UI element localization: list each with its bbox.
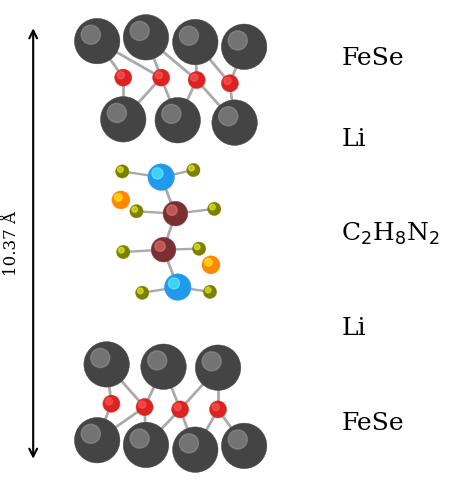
Circle shape <box>155 97 201 143</box>
Circle shape <box>163 201 188 226</box>
Text: Li: Li <box>341 318 366 340</box>
Circle shape <box>221 75 238 92</box>
Circle shape <box>210 401 227 418</box>
Circle shape <box>84 341 129 387</box>
Circle shape <box>205 259 212 266</box>
Text: C$_2$H$_8$N$_2$: C$_2$H$_8$N$_2$ <box>341 221 440 247</box>
Circle shape <box>205 287 211 293</box>
Circle shape <box>208 202 221 216</box>
Circle shape <box>153 69 170 86</box>
Circle shape <box>228 430 247 449</box>
Circle shape <box>107 103 127 123</box>
Circle shape <box>130 205 143 218</box>
Circle shape <box>123 422 169 468</box>
Text: Li: Li <box>341 128 366 150</box>
Circle shape <box>155 241 165 251</box>
Circle shape <box>224 77 231 84</box>
Circle shape <box>141 344 186 390</box>
Circle shape <box>167 205 177 215</box>
Circle shape <box>172 401 189 418</box>
Circle shape <box>210 204 215 210</box>
Circle shape <box>168 278 180 289</box>
Circle shape <box>132 206 137 212</box>
Circle shape <box>81 25 100 44</box>
Circle shape <box>203 285 217 299</box>
Circle shape <box>116 165 129 178</box>
Circle shape <box>173 427 218 472</box>
Circle shape <box>112 191 130 209</box>
Circle shape <box>117 245 130 259</box>
Circle shape <box>228 31 247 50</box>
Circle shape <box>136 286 149 300</box>
Circle shape <box>221 24 267 70</box>
Circle shape <box>212 403 219 411</box>
Text: 10.37 Å: 10.37 Å <box>3 211 20 276</box>
Circle shape <box>100 96 146 142</box>
Circle shape <box>151 237 176 262</box>
Circle shape <box>105 398 113 405</box>
Text: FeSe: FeSe <box>341 412 404 435</box>
Circle shape <box>219 107 238 126</box>
Circle shape <box>174 403 182 411</box>
Circle shape <box>192 242 206 255</box>
Circle shape <box>173 19 218 65</box>
Circle shape <box>164 274 191 300</box>
Circle shape <box>137 288 143 294</box>
Circle shape <box>155 72 163 79</box>
Circle shape <box>152 168 163 179</box>
Circle shape <box>103 395 120 412</box>
Circle shape <box>221 423 267 468</box>
Circle shape <box>188 72 205 89</box>
Circle shape <box>148 164 174 190</box>
Circle shape <box>130 21 149 40</box>
Circle shape <box>179 434 199 453</box>
Circle shape <box>130 429 149 448</box>
Circle shape <box>202 352 221 371</box>
Circle shape <box>118 167 123 172</box>
Text: FeSe: FeSe <box>341 47 404 70</box>
Circle shape <box>179 26 199 45</box>
Circle shape <box>118 247 124 253</box>
Circle shape <box>115 194 122 201</box>
Circle shape <box>162 104 181 123</box>
Circle shape <box>74 417 120 463</box>
Circle shape <box>195 345 241 391</box>
Circle shape <box>138 401 146 408</box>
Circle shape <box>194 244 200 250</box>
Circle shape <box>191 74 198 81</box>
Circle shape <box>136 398 153 415</box>
Circle shape <box>115 69 132 86</box>
Circle shape <box>117 72 125 79</box>
Circle shape <box>189 166 194 171</box>
Circle shape <box>212 100 257 146</box>
Circle shape <box>91 348 110 368</box>
Circle shape <box>74 19 120 64</box>
Circle shape <box>147 351 167 370</box>
Circle shape <box>202 256 220 274</box>
Circle shape <box>123 15 169 60</box>
Circle shape <box>187 164 200 177</box>
Circle shape <box>81 424 100 443</box>
